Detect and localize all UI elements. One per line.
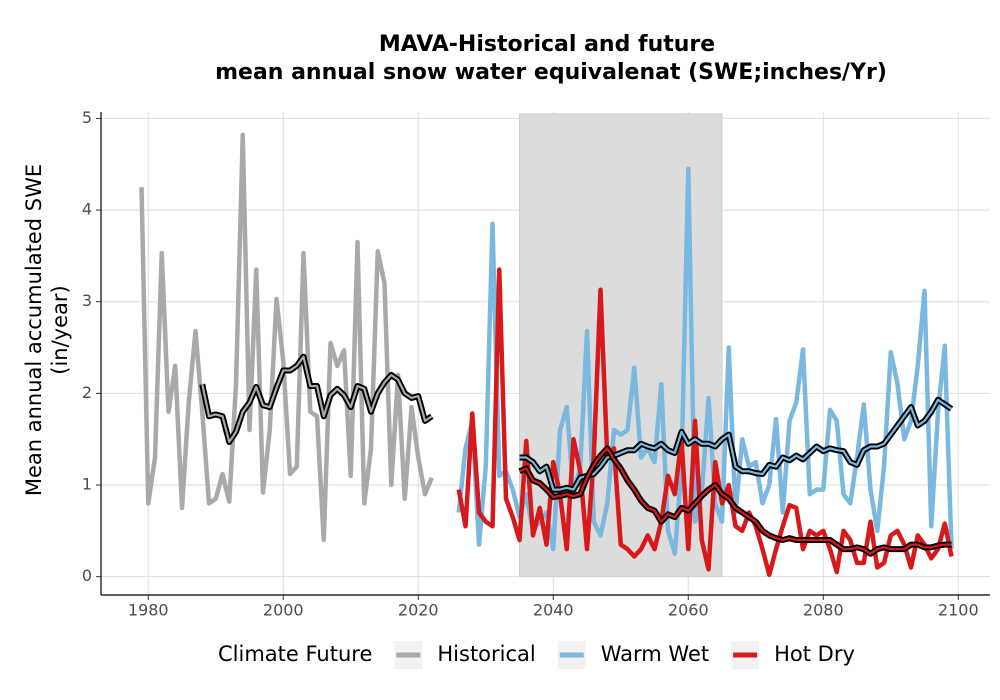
smooth-line xyxy=(519,447,952,555)
x-tick-label: 2060 xyxy=(668,601,709,620)
legend-label: Hot Dry xyxy=(774,642,855,666)
chart-title: mean annual snow water equivalenat (SWE;… xyxy=(215,60,887,85)
x-tick-label: 1980 xyxy=(128,601,169,620)
y-tick-label: 5 xyxy=(82,108,92,127)
y-tick-label: 2 xyxy=(82,383,92,402)
y-tick-label: 4 xyxy=(82,200,92,219)
x-tick-label: 2020 xyxy=(398,601,439,620)
y-tick-label: 3 xyxy=(82,291,92,310)
x-tick-label: 2080 xyxy=(803,601,844,620)
series-line xyxy=(456,267,954,578)
legend-label: Historical xyxy=(437,642,535,666)
y-tick-label: 1 xyxy=(82,475,92,494)
x-tick-label: 2000 xyxy=(263,601,304,620)
chart-title: MAVA-Historical and future xyxy=(379,32,715,57)
legend-label: Warm Wet xyxy=(601,642,709,666)
y-tick-label: 0 xyxy=(82,566,92,585)
smooth-line xyxy=(201,355,433,444)
x-tick-label: 2040 xyxy=(533,601,574,620)
y-axis-label: Mean annual accumulated SWE xyxy=(22,164,46,496)
series-line xyxy=(139,132,434,543)
x-tick-label: 2100 xyxy=(938,601,979,620)
legend-title: Climate Future xyxy=(218,642,372,666)
y-axis-label: (in/year) xyxy=(48,285,72,374)
